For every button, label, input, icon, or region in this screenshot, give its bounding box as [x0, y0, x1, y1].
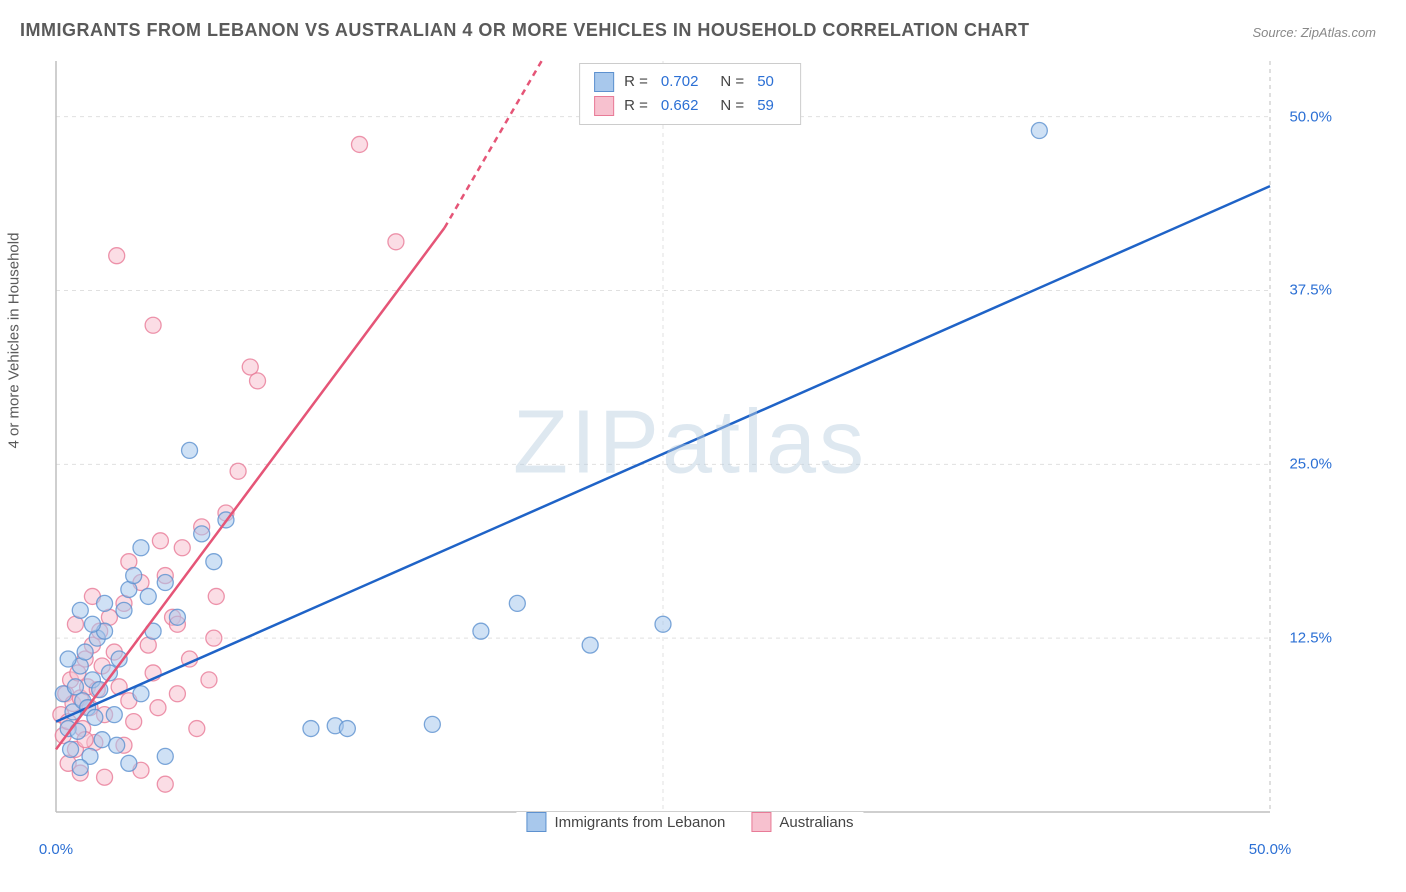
n-value: 50	[757, 70, 774, 94]
r-value: 0.662	[661, 94, 699, 118]
r-label: R =	[624, 70, 648, 94]
x-tick-label: 50.0%	[1249, 841, 1292, 858]
series-legend-item: Immigrants from Lebanon	[526, 812, 725, 832]
y-tick-label: 12.5%	[1289, 630, 1332, 647]
y-tick-label: 25.0%	[1289, 456, 1332, 473]
source-attribution: Source: ZipAtlas.com	[1252, 25, 1376, 40]
plot-canvas	[50, 55, 1330, 830]
series-legend-item: Australians	[751, 812, 853, 832]
scatter-plot: ZIPatlas R =0.702N =50R =0.662N =59 Immi…	[50, 55, 1330, 830]
legend-swatch	[594, 72, 614, 92]
r-label: R =	[624, 94, 648, 118]
series-name: Immigrants from Lebanon	[554, 814, 725, 831]
y-tick-label: 50.0%	[1289, 108, 1332, 125]
x-tick-label: 0.0%	[39, 841, 73, 858]
r-value: 0.702	[661, 70, 699, 94]
legend-swatch	[526, 812, 546, 832]
series-legend: Immigrants from Lebanon Australians	[516, 812, 863, 832]
chart-title: IMMIGRANTS FROM LEBANON VS AUSTRALIAN 4 …	[20, 20, 1030, 41]
legend-swatch	[594, 96, 614, 116]
legend-swatch	[751, 812, 771, 832]
legend-row: R = 0.702 N = 50	[594, 70, 786, 94]
series-name: Australians	[779, 814, 853, 831]
legend-row: R = 0.662 N = 59	[594, 94, 786, 118]
n-label: N =	[720, 94, 744, 118]
y-tick-label: 37.5%	[1289, 282, 1332, 299]
n-value: 59	[757, 94, 774, 118]
y-axis-label: 4 or more Vehicles in Household	[6, 233, 23, 449]
n-label: N =	[720, 70, 744, 94]
correlation-legend: R = 0.702 N = 50 R = 0.662 N = 59	[579, 63, 801, 125]
